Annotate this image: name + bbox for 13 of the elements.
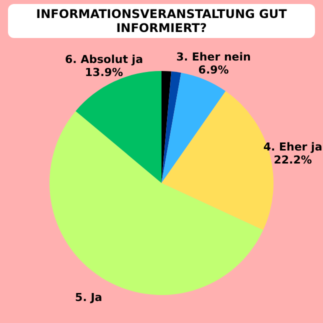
chart-title: INFORMATIONSVERANSTALTUNG GUT INFORMIERT? — [8, 4, 315, 38]
slice-label: 4. Eher ja — [263, 140, 322, 154]
data-label: 22.2% — [274, 154, 312, 167]
pie-slice — [50, 111, 264, 295]
pie-slice — [162, 71, 182, 183]
slice-label: 6. Absolut ja — [64, 52, 144, 66]
slice-label: 5. Ja — [75, 290, 102, 304]
pie-slice — [162, 91, 274, 230]
data-label: 6.9% — [198, 63, 229, 76]
data-label: 13.9% — [84, 66, 124, 79]
slice-label: 3. Eher nein — [176, 50, 251, 64]
pie-slice — [162, 72, 226, 183]
pie-slice — [162, 71, 172, 183]
